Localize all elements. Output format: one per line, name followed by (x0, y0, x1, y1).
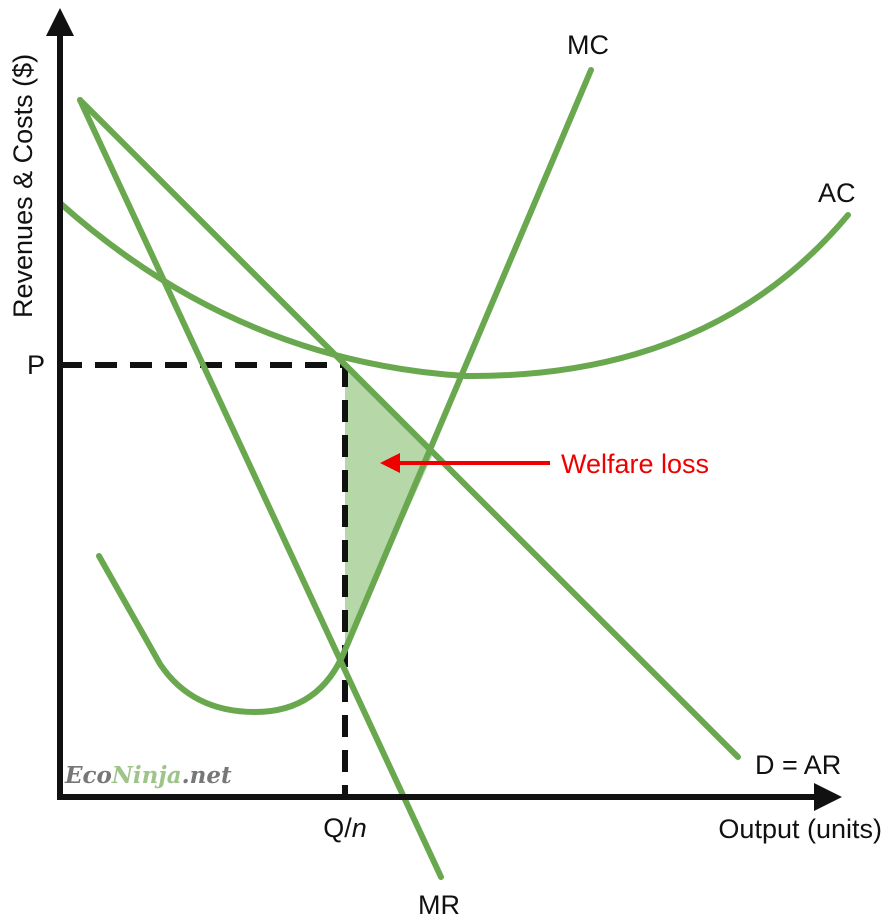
quantity-label: Q/n (323, 813, 367, 843)
y-axis-label: Revenues & Costs ($) (8, 54, 38, 318)
welfare-loss-label: Welfare loss (561, 449, 709, 479)
y-axis-arrowhead (46, 8, 74, 36)
welfare-loss-area (345, 365, 433, 650)
watermark-eco: Eco (64, 762, 112, 789)
welfare-loss-arrowhead (380, 453, 400, 473)
x-axis-label: Output (units) (718, 814, 882, 844)
demand-ar-label: D = AR (755, 750, 841, 780)
price-label: P (27, 350, 45, 380)
mc-label: MC (567, 30, 609, 60)
mr-label: MR (418, 890, 460, 920)
ac-label: AC (818, 178, 856, 208)
mr-curve (77, 97, 444, 880)
ac-curve (57, 200, 851, 380)
quantity-label-italic: n (352, 813, 367, 843)
watermark-ninja: Ninja (111, 762, 182, 789)
mc-curve (96, 67, 594, 715)
quantity-label-main: Q/ (323, 813, 352, 843)
econinja-watermark: EcoNinja.net (64, 762, 232, 789)
watermark-net: .net (182, 762, 232, 789)
x-axis-arrowhead (814, 783, 842, 811)
demand-ar-curve (77, 97, 741, 760)
